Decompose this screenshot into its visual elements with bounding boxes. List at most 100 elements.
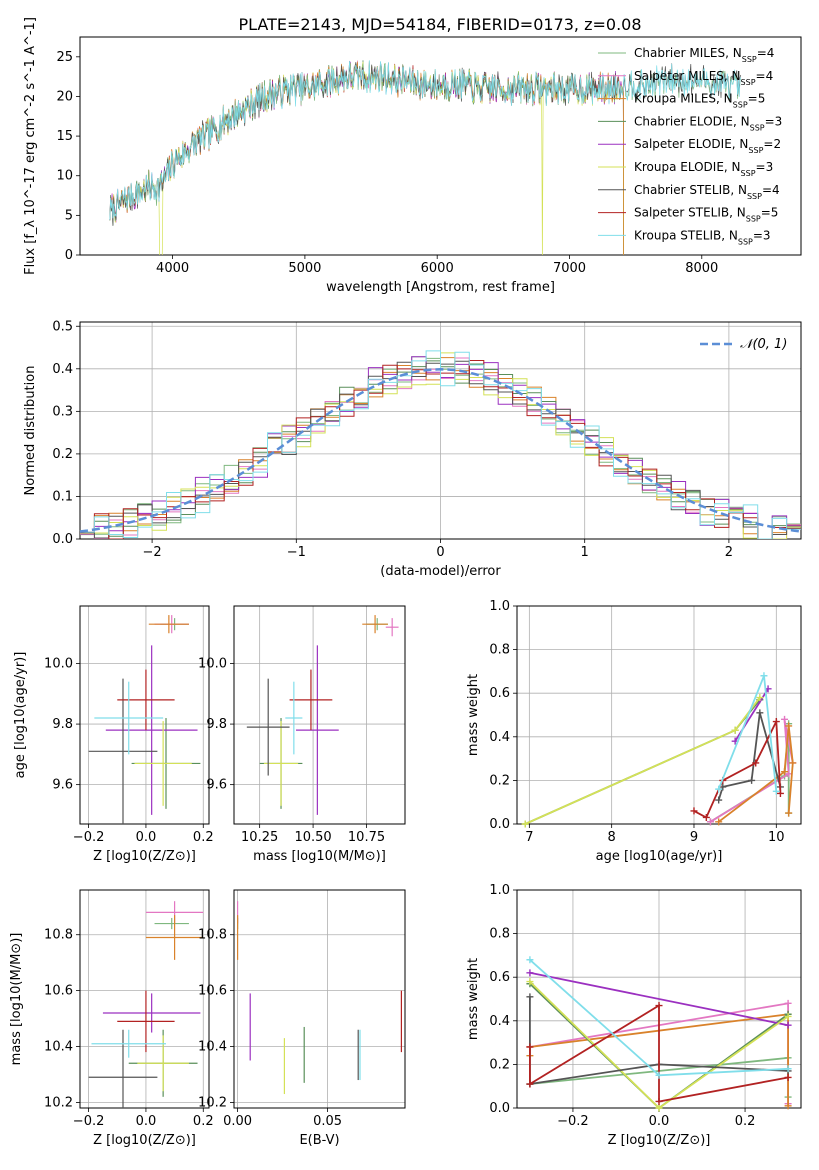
axes-frame (516, 605, 802, 825)
y-axis-label: Normed distribution (23, 366, 38, 496)
series-marker (715, 785, 723, 793)
series-marker (784, 1065, 792, 1073)
x-axis-label: Z [log10(Z/Z⊙)] (93, 1133, 196, 1148)
x-tick-label: −2 (143, 545, 162, 560)
x-tick-label: 0.2 (193, 1114, 214, 1129)
series-marker (784, 1012, 792, 1020)
y-tick-label: 9.8 (206, 717, 227, 732)
y-tick-label: 25 (56, 50, 73, 65)
series-marker (702, 813, 710, 821)
data-point (148, 615, 189, 634)
y-tick-label: 0.0 (52, 532, 73, 547)
y-tick-label: 10.8 (198, 928, 227, 943)
y-axis-label: mass weight (466, 674, 481, 756)
x-axis-label: E(B-V) (299, 1133, 339, 1148)
series-line (529, 971, 789, 1027)
residuals-chart: −2 −1 0 1 2 0.0 0.1 0.2 0.3 0.4 0.5 (data-model)/er… (23, 319, 802, 579)
y-axis-label: Flux [f_λ 10^-17 erg cm^-2 s^-1 A^-1] (23, 17, 38, 275)
x-axis-label: wavelength [Angstrom, rest frame] (326, 280, 555, 295)
axes-frame (79, 889, 210, 1109)
y-tick-label: 10.2 (44, 1095, 73, 1110)
series-line (529, 980, 789, 1108)
series-marker (715, 818, 723, 826)
series-marker (526, 969, 534, 977)
y-tick-label: 5 (65, 208, 73, 223)
x-tick-label: 10.75 (348, 830, 385, 845)
normal-curve (79, 368, 802, 533)
series-marker (784, 1073, 792, 1081)
series-marker (748, 776, 756, 784)
series-line (524, 697, 761, 824)
data-point (94, 681, 164, 755)
y-tick-label: 1.0 (489, 599, 510, 614)
x-axis-label: (data-model)/error (380, 564, 501, 579)
y-tick-label: 0.4 (489, 730, 510, 745)
axes-frame (79, 36, 802, 256)
spectrum-line (109, 60, 742, 220)
age_vs_Z-chart: −0.2 0.0 0.2 9.6 9.8 10.0 Z [log10(Z/Z⊙)] age [… (13, 605, 214, 864)
data-point (88, 678, 158, 824)
axes-frame (79, 605, 210, 825)
series-marker (655, 1104, 663, 1112)
panels: 4000 5000 6000 7000 80000510152025wavelength… (9, 17, 802, 1148)
y-tick-label: 0.4 (52, 362, 73, 377)
series-marker (690, 807, 698, 815)
x-tick-label: 0.0 (649, 1114, 670, 1129)
y-tick-label: 15 (56, 129, 73, 144)
data-point (88, 1029, 158, 1108)
series-marker (785, 770, 793, 778)
legend: Chabrier MILES, NSSP=4 Salpeter MILES, NS… (598, 46, 782, 246)
data-point (154, 917, 189, 930)
series-line (709, 719, 794, 823)
series-marker (526, 993, 534, 1001)
series-marker (756, 694, 764, 702)
x-axis-label: Z [log10(Z/Z⊙)] (608, 1133, 711, 1148)
mass_vs_Z-chart: −0.2 0.0 0.2 10.2 10.4 10.6 10.8 Z [log10(Z/Z⊙)… (9, 889, 214, 1148)
y-tick-label: 0.2 (52, 447, 73, 462)
data-point (102, 993, 201, 1033)
spectrum-chart: 4000 5000 6000 7000 8000 0 5 10 15 20 25 wavelength… (23, 17, 802, 295)
x-tick-label: 4000 (156, 261, 189, 276)
data-point (263, 721, 299, 806)
x-tick-label: 7000 (553, 261, 586, 276)
series-marker (784, 1102, 792, 1110)
x-tick-label: 2 (725, 545, 733, 560)
axes-frame (79, 321, 802, 540)
data-point (137, 1035, 189, 1092)
y-tick-label: 9.6 (52, 778, 73, 793)
x-tick-label: 7 (525, 830, 533, 845)
legend-entry: Kroupa ELODIE, NSSP=3 (634, 160, 773, 178)
x-tick-label: 0.00 (223, 1114, 252, 1129)
series-line (529, 983, 789, 1108)
legend-entry: Salpeter ELODIE, NSSP=2 (634, 137, 781, 155)
y-tick-label: 10.0 (198, 657, 227, 672)
data-point (246, 678, 290, 776)
y-axis-label: mass weight (466, 958, 481, 1040)
legend-entry: Kroupa STELIB, NSSP=3 (634, 228, 771, 246)
x-tick-label: 0 (436, 545, 444, 560)
series-marker (715, 796, 723, 804)
x-axis-label: mass [log10(M/M⊙)] (253, 849, 386, 864)
series-marker (772, 787, 780, 795)
y-tick-label: 0.0 (489, 817, 510, 832)
data-point (285, 681, 303, 755)
series-marker (776, 789, 784, 797)
figure-title: PLATE=2143, MJD=54184, FIBERID=0173, z=0… (238, 15, 641, 34)
data-point (117, 990, 175, 1053)
x-tick-label: 6000 (421, 261, 454, 276)
series-line (693, 718, 782, 819)
series-marker (756, 709, 764, 717)
series-marker (526, 956, 534, 964)
axes-frame (233, 889, 406, 1109)
x-tick-label: 0.0 (136, 830, 157, 845)
data-point (385, 618, 399, 637)
x-tick-label: 10.50 (294, 830, 331, 845)
series-marker (655, 1097, 663, 1105)
x-tick-label: 0.2 (193, 830, 214, 845)
x-tick-label: 9 (690, 830, 698, 845)
x-axis-label: age [log10(age/yr)] (596, 849, 723, 864)
data-point (105, 645, 198, 815)
y-tick-label: 10.6 (198, 984, 227, 999)
series-marker (731, 726, 739, 734)
histogram-step (80, 352, 801, 539)
